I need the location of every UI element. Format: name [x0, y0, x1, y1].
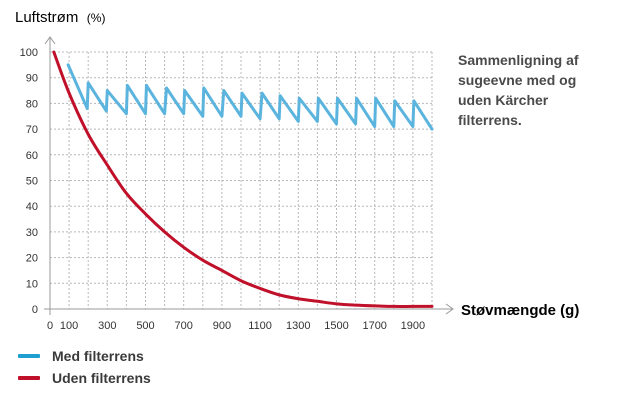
- legend-swatch-with-cleaning: [18, 354, 40, 358]
- chart-caption: Sammenligning af sugeevne med og uden Kä…: [458, 52, 579, 128]
- x-tick-label: 1100: [248, 320, 272, 332]
- y-tick-label: 80: [26, 98, 38, 110]
- y-tick-labels: 0 10 20 30 40 50 60 70 80 90 100: [20, 47, 38, 316]
- y-tick-label: 30: [26, 227, 38, 239]
- grid: [50, 51, 433, 309]
- x-axis-label: Støvmængde (g): [461, 302, 579, 319]
- y-tick-label: 20: [26, 253, 38, 265]
- series-lines: [52, 50, 434, 308]
- x-tick-labels: 0 100 300 500 700 900 1100 1300 1500 1700 1900: [47, 320, 425, 332]
- legend-item-with-cleaning: Med filterrens: [18, 346, 151, 366]
- y-tick-label: 70: [26, 124, 38, 136]
- legend-swatch-without-cleaning: [18, 376, 40, 380]
- y-axis-label: Luftstrøm: [15, 9, 78, 26]
- y-axis-unit: (%): [87, 11, 106, 25]
- x-tick-label: 1300: [286, 320, 310, 332]
- x-tick-label: 500: [136, 320, 154, 332]
- x-axis-arrow: [445, 303, 454, 315]
- y-tick-label: 0: [32, 304, 38, 316]
- y-tick-label: 10: [26, 278, 38, 290]
- series-line-with-cleaning: [66, 63, 434, 131]
- legend: Med filterrens Uden filterrens: [18, 346, 151, 390]
- y-axis-title: Luftstrøm (%): [15, 9, 105, 26]
- x-tick-label: 700: [175, 320, 193, 332]
- legend-label-with-cleaning: Med filterrens: [52, 348, 144, 364]
- y-tick-label: 90: [26, 73, 38, 85]
- x-tick-label: 1700: [362, 320, 386, 332]
- y-axis-arrow: [44, 36, 56, 45]
- x-tick-label: 1900: [401, 320, 425, 332]
- axes: [44, 36, 454, 315]
- y-tick-label: 60: [26, 150, 38, 162]
- x-tick-label: 900: [213, 320, 231, 332]
- legend-label-without-cleaning: Uden filterrens: [52, 370, 151, 386]
- series-line-without-cleaning: [52, 50, 434, 308]
- y-tick-label: 100: [20, 47, 38, 59]
- y-tick-label: 50: [26, 176, 38, 188]
- legend-item-without-cleaning: Uden filterrens: [18, 368, 151, 388]
- x-tick-label: 1500: [324, 320, 348, 332]
- x-tick-label: 300: [98, 320, 116, 332]
- x-tick-label: 100: [60, 320, 78, 332]
- x-tick-label: 0: [47, 320, 53, 332]
- y-tick-label: 40: [26, 201, 38, 213]
